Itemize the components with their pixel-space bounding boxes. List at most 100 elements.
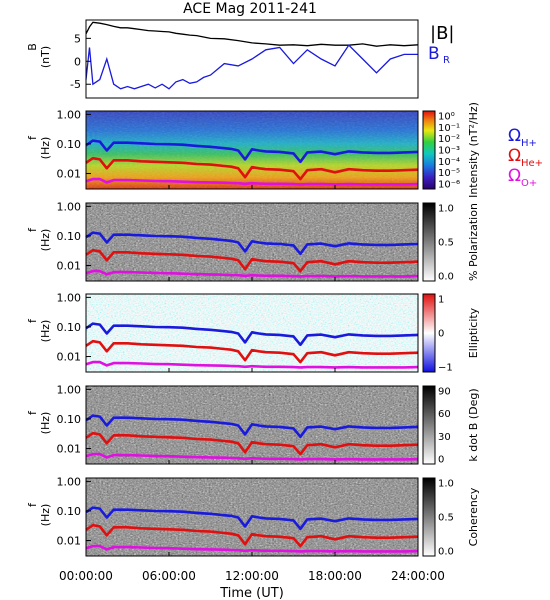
panel-spectrogram-4: 1.00 0.10 0.01 f (Hz) 90 60 30 0 k dot B (Deg) (26, 383, 480, 465)
y-tick-label: 0.01 (57, 260, 82, 273)
y-axis-unit: (Hz) (39, 137, 52, 160)
colorbar-tick-label: 30 (438, 432, 451, 443)
gyrofreq-curve-O (85, 360, 419, 369)
gyrofreq-curve-He (85, 431, 419, 456)
y-axis-unit: (Hz) (39, 412, 52, 435)
gyrofreq-curve-O (85, 544, 419, 553)
legend-omega: Ω (508, 126, 521, 146)
colorbar-label: Ellipticity (467, 307, 480, 358)
colorbar-tick-label: 0.0 (438, 547, 454, 558)
colorbar-tick-label: 10⁻² (438, 134, 460, 145)
colorbar-tick-label: 10⁻⁵ (438, 168, 460, 179)
colorbar (422, 202, 436, 282)
gyrofreq-curve-H (85, 506, 419, 531)
x-tick-label: 18:00:00 (308, 569, 362, 583)
colorbar (422, 385, 436, 465)
y-tick-label: 0.01 (57, 168, 82, 181)
y-axis-label: f (26, 410, 39, 415)
y-axis-unit: (Hz) (39, 320, 52, 343)
gyrofreq-curve-H (85, 231, 419, 256)
panel-spectrogram-2: 1.00 0.10 0.01 f (Hz) 1.0 0.5 0.0 % Polarization (26, 200, 480, 282)
y-axis-label: f (26, 135, 39, 140)
y-tick-label: 0.10 (57, 230, 82, 243)
colorbar-tick-label: 90 (438, 387, 451, 398)
gyrofreq-curve-H (85, 414, 419, 439)
y-tick-label: 1.00 (57, 383, 82, 396)
gyrofreq-curve-O (85, 452, 419, 461)
y-tick-label: 0.01 (57, 535, 82, 548)
colorbar-tick-label: −1 (438, 363, 453, 374)
y-tick-label: 0.10 (57, 505, 82, 518)
gyrofreq-curve-O (85, 269, 419, 278)
legend-omega-subscript: H+ (521, 138, 537, 149)
colorbar-tick-label: 1 (438, 295, 444, 306)
colorbar-tick-label: 0 (438, 455, 444, 466)
y-tick-label: 1.00 (57, 291, 82, 304)
legend-omega-subscript: O+ (521, 178, 537, 189)
colorbar-tick-label: 0.5 (438, 238, 454, 249)
panel-bfield: 50-5B (nT)|B|B R (26, 19, 454, 99)
legend-omega-subscript: He+ (521, 158, 543, 169)
colorbar-tick-label: 0.0 (438, 272, 454, 283)
y-tick-label: 5 (74, 32, 81, 45)
colorbar-label: Intensity (nT²/Hz) (467, 102, 480, 198)
y-axis-label: f (26, 318, 39, 323)
legend-omega: Ω (508, 166, 521, 186)
y-tick-label: 0.10 (57, 138, 82, 151)
y-tick-label: 0.10 (57, 321, 82, 334)
y-tick-label: 0.01 (57, 443, 82, 456)
colorbar-tick-label: 10⁻⁶ (438, 180, 460, 191)
series-line-B-R (85, 44, 418, 90)
y-tick-label: 0.10 (57, 413, 82, 426)
y-axis-label: f (26, 227, 39, 232)
x-tick-label: 12:00:00 (225, 569, 279, 583)
colorbar-tick-label: 10⁰ (438, 112, 455, 123)
colorbar-label: Coherency (467, 487, 480, 546)
figure-title: ACE Mag 2011-241 (183, 1, 317, 17)
legend-B-R-subscript: R (443, 55, 450, 66)
colorbar-tick-label: 1.0 (438, 204, 454, 215)
panel-spectrogram-5: 1.00 0.10 0.01 f (Hz) 1.0 0.5 0.0 Coherency (26, 475, 480, 557)
colorbar (422, 110, 436, 190)
y-axis-label: B (26, 43, 39, 51)
legend-B-R: B (428, 44, 440, 64)
colorbar-tick-label: 60 (438, 409, 451, 420)
y-axis-unit: (nT) (39, 46, 52, 68)
x-tick-label: 24:00:00 (391, 569, 445, 583)
colorbar-tick-label: 10⁻⁴ (438, 157, 460, 168)
legend-B-total: |B| (430, 23, 454, 44)
legend-omega: Ω (508, 146, 521, 166)
gyrofreq-curve-He (85, 523, 419, 548)
y-axis-unit: (Hz) (39, 504, 52, 527)
colorbar-label: % Polarization (467, 203, 480, 281)
colorbar-tick-label: 10⁻³ (438, 146, 460, 157)
x-axis-label: Time (UT) (219, 586, 284, 600)
colorbar-tick-label: 0 (438, 329, 444, 340)
colorbar-tick-label: 1.0 (438, 479, 454, 490)
series-line-B-total (85, 21, 419, 47)
colorbar-tick-label: 0.5 (438, 513, 454, 524)
x-tick-label: 06:00:00 (142, 569, 196, 583)
y-tick-label: 0 (74, 55, 81, 68)
panel-spectrogram-3: 1.00 0.10 0.01 f (Hz) 1 0 −1 Ellipticity (26, 291, 480, 373)
colorbar (422, 293, 436, 373)
gyrofreq-curve-H (85, 139, 419, 164)
gyrofreq-curve-He (85, 248, 419, 273)
colorbar-label: k dot B (Deg) (467, 388, 480, 461)
y-tick-label: 1.00 (57, 200, 82, 213)
y-tick-label: -5 (70, 78, 81, 91)
y-axis-label: f (26, 502, 39, 507)
gyrofreq-curve-O (85, 177, 419, 186)
panel-spectrogram-1: 1.00 0.10 0.01 f (Hz) 10⁰10⁻¹10⁻²10⁻³10⁻⁴10⁻⁵… (26, 102, 543, 198)
y-tick-label: 1.00 (57, 108, 82, 121)
plot-frame (85, 19, 419, 99)
y-tick-label: 1.00 (57, 475, 82, 488)
gyrofreq-curve-H (85, 322, 419, 347)
x-tick-label: 00:00:00 (59, 569, 113, 583)
colorbar-tick-label: 10⁻¹ (438, 123, 460, 134)
gyrofreq-curve-He (85, 156, 419, 181)
y-axis-unit: (Hz) (39, 229, 52, 252)
y-tick-label: 0.01 (57, 351, 82, 364)
colorbar (422, 477, 436, 557)
